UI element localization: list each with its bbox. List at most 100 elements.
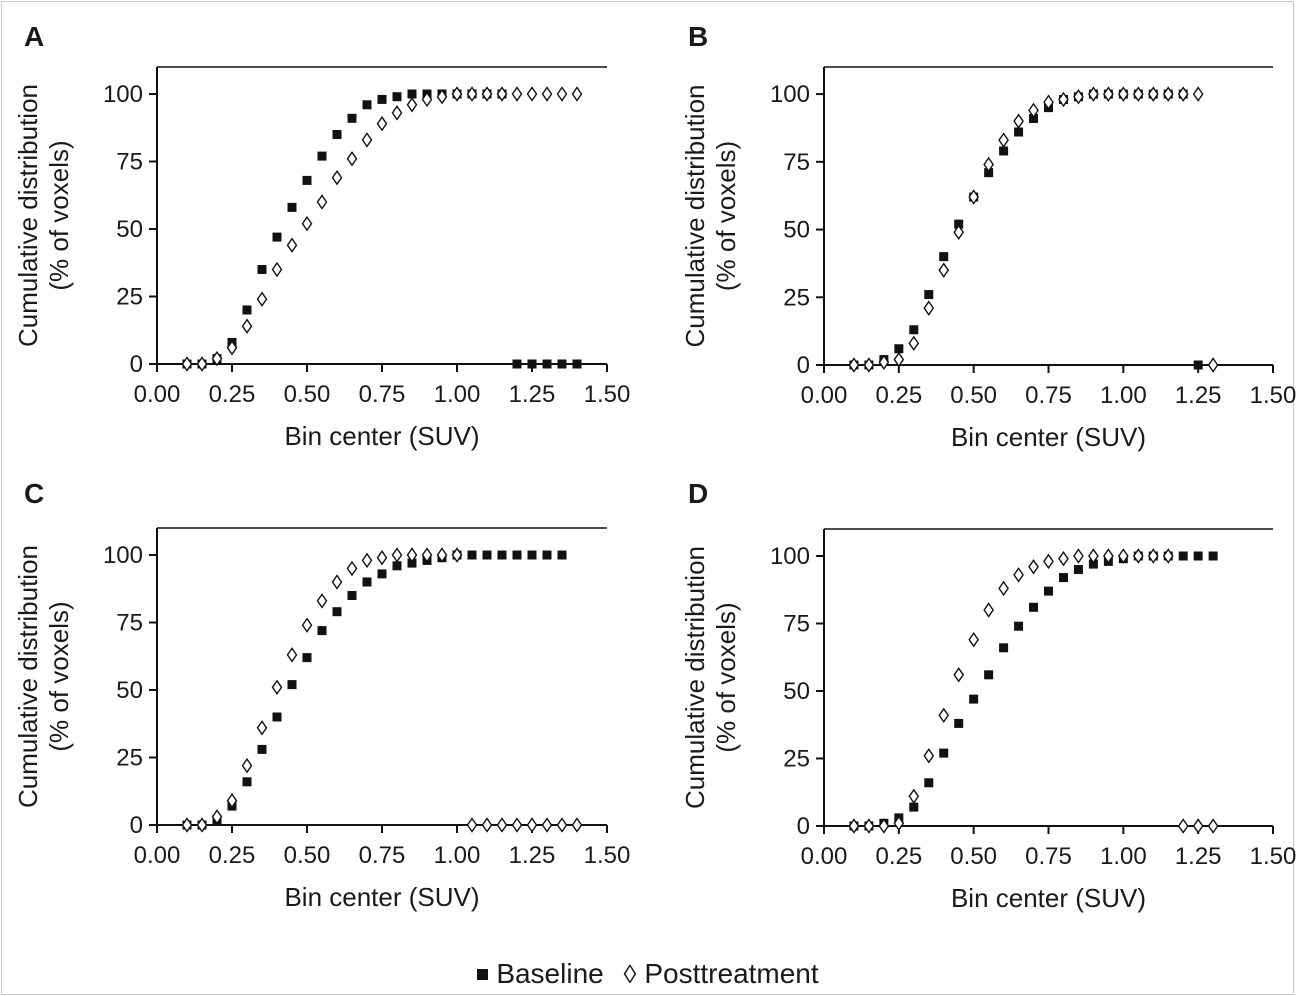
- data-point-baseline: [557, 550, 567, 560]
- x-tick-label: 0.75: [359, 381, 406, 408]
- data-point-posttreatment: [908, 335, 920, 352]
- data-point-posttreatment: [271, 679, 283, 696]
- data-point-posttreatment: [301, 215, 313, 232]
- data-point-posttreatment: [451, 86, 463, 102]
- data-point-baseline: [257, 744, 267, 754]
- x-tick-label: 0.25: [209, 842, 256, 869]
- data-point-posttreatment: [256, 291, 268, 307]
- data-point-baseline: [557, 359, 567, 369]
- x-tick-label: 0.50: [284, 842, 331, 869]
- y-tick-label: 25: [783, 746, 810, 773]
- y-axis-title-line: (% of voxels): [711, 141, 741, 291]
- data-point-baseline: [392, 561, 402, 571]
- y-tick-label: 50: [116, 216, 143, 243]
- data-point-baseline: [1014, 127, 1024, 137]
- x-tick-label: 0.25: [209, 381, 256, 408]
- series-posttreatment: [181, 547, 583, 833]
- x-tick-label: 1.25: [1175, 843, 1222, 870]
- data-point-posttreatment: [1103, 86, 1114, 102]
- data-point-posttreatment: [391, 547, 403, 563]
- x-tick-label: 1.50: [584, 842, 631, 869]
- data-point-posttreatment: [1058, 91, 1069, 108]
- data-point-posttreatment: [556, 86, 568, 102]
- data-point-posttreatment: [983, 156, 994, 173]
- y-tick-label: 0: [797, 352, 810, 379]
- y-tick-label: 100: [103, 542, 143, 569]
- data-point-baseline: [272, 232, 282, 242]
- panel-letter: B: [688, 21, 708, 52]
- y-tick-label: 75: [116, 610, 143, 637]
- data-point-posttreatment: [271, 261, 283, 278]
- data-point-baseline: [347, 591, 357, 600]
- data-point-posttreatment: [1147, 86, 1159, 102]
- data-point-posttreatment: [466, 86, 478, 102]
- data-point-baseline: [1193, 551, 1203, 561]
- data-point-posttreatment: [481, 86, 493, 102]
- data-point-baseline: [467, 550, 477, 560]
- data-point-baseline: [332, 607, 342, 617]
- data-point-posttreatment: [863, 818, 875, 834]
- data-point-baseline: [999, 146, 1009, 156]
- x-tick-label: 0.25: [875, 382, 922, 409]
- data-point-posttreatment: [181, 356, 193, 372]
- panel-letter: A: [24, 21, 44, 52]
- data-point-posttreatment: [1028, 102, 1039, 119]
- y-axis-title: Cumulative distribution(% of voxels): [680, 546, 741, 809]
- data-point-posttreatment: [331, 574, 343, 590]
- data-point-posttreatment: [376, 549, 388, 566]
- data-point-posttreatment: [226, 792, 238, 809]
- data-point-baseline: [287, 202, 297, 212]
- data-point-baseline: [392, 92, 402, 102]
- data-point-baseline: [1058, 573, 1068, 583]
- data-point-posttreatment: [1013, 567, 1024, 583]
- y-axis-title-line: (% of voxels): [711, 602, 741, 752]
- x-tick-label: 0.00: [134, 381, 181, 408]
- panel-letter: D: [688, 478, 708, 509]
- data-point-baseline: [377, 94, 387, 104]
- data-point-posttreatment: [196, 817, 208, 833]
- data-point-posttreatment: [496, 817, 508, 833]
- chart-panel-c: C 0 25 50 75 100 0.00 0.25 0.50 0.75 1.00 1.25 1.50 B…: [13, 478, 630, 912]
- data-point-posttreatment: [361, 132, 373, 148]
- data-point-baseline: [302, 653, 312, 663]
- data-point-posttreatment: [938, 707, 950, 724]
- data-point-posttreatment: [421, 547, 433, 563]
- data-point-baseline: [362, 100, 372, 110]
- data-point-baseline: [572, 359, 582, 369]
- data-point-posttreatment: [1088, 86, 1099, 102]
- x-axis-title: Bin center (SUV): [951, 883, 1146, 913]
- y-tick-label: 0: [130, 351, 143, 378]
- data-point-posttreatment: [241, 318, 253, 334]
- data-point-baseline: [362, 577, 372, 587]
- data-point-posttreatment: [908, 788, 920, 805]
- data-point-baseline: [984, 670, 994, 680]
- data-point-baseline: [317, 151, 327, 161]
- data-point-baseline: [482, 550, 492, 560]
- data-point-posttreatment: [1117, 86, 1129, 102]
- data-point-posttreatment: [511, 817, 523, 833]
- y-tick-label: 75: [116, 149, 143, 176]
- y-tick-label: 50: [783, 678, 810, 705]
- data-point-posttreatment: [316, 194, 328, 210]
- data-point-posttreatment: [1162, 548, 1174, 564]
- open-diamond-icon: ◊: [623, 959, 637, 989]
- y-tick-label: 100: [770, 543, 810, 570]
- data-point-posttreatment: [878, 354, 890, 371]
- data-point-posttreatment: [571, 817, 583, 833]
- x-tick-label: 0.25: [875, 843, 922, 870]
- data-point-posttreatment: [256, 720, 268, 736]
- data-point-posttreatment: [968, 189, 980, 205]
- x-tick-label: 0.00: [134, 842, 181, 869]
- data-point-posttreatment: [331, 169, 343, 186]
- y-axis-title: Cumulative distribution(% of voxels): [13, 84, 74, 347]
- data-point-baseline: [924, 290, 934, 300]
- x-tick-label: 1.25: [509, 381, 556, 408]
- data-point-posttreatment: [286, 237, 298, 253]
- data-point-posttreatment: [301, 617, 313, 633]
- x-axis-title: Bin center (SUV): [951, 422, 1146, 452]
- data-point-posttreatment: [406, 547, 418, 563]
- data-point-baseline: [894, 344, 904, 354]
- data-point-posttreatment: [346, 560, 358, 577]
- series-posttreatment: [848, 548, 1219, 834]
- data-point-posttreatment: [983, 602, 994, 618]
